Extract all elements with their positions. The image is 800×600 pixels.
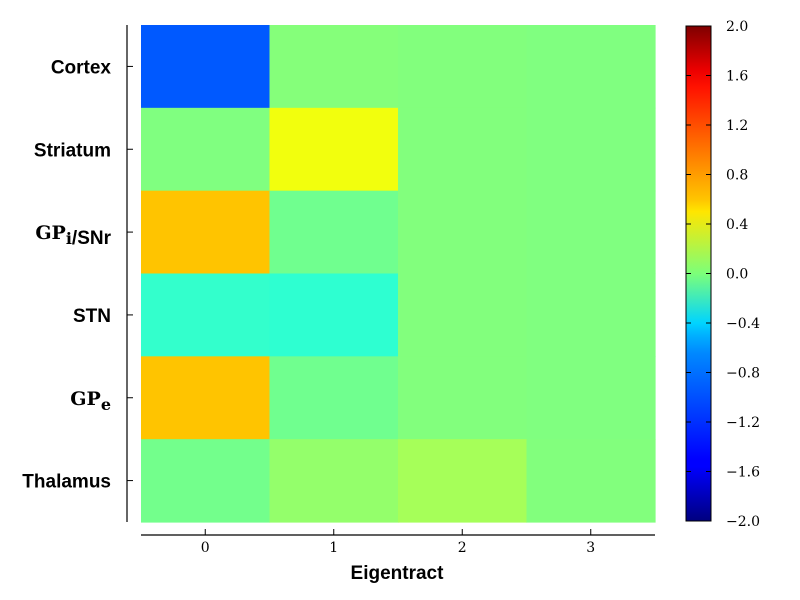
colorbar-tick-label: 0.8: [726, 168, 748, 184]
x-tick-label: 3: [586, 540, 595, 556]
heatmap-cell: [526, 356, 656, 440]
heatmap-cell: [141, 25, 271, 109]
row-label: Striatum: [34, 140, 111, 161]
heatmap-cell: [526, 25, 656, 109]
x-axis-label: Eigentract: [351, 563, 445, 584]
x-axis: [141, 529, 655, 536]
colorbar-tick-label: −1.2: [726, 415, 760, 431]
heatmap-cell: [141, 273, 271, 357]
colorbar-tick-label: −0.8: [726, 366, 760, 382]
x-tick-label: 1: [329, 540, 338, 556]
heatmap-cell: [141, 107, 271, 192]
heatmap-cell: [526, 439, 656, 523]
x-tick-label: 0: [201, 540, 210, 556]
row-label: Cortex: [51, 57, 112, 78]
row-label: STN: [73, 306, 111, 327]
heatmap-cell: [141, 356, 271, 440]
heatmap-cell: [526, 107, 656, 192]
heatmap-cell: [398, 25, 528, 109]
row-labels: Cortex Striatum GPi/SNr STN GPe Thalamus: [22, 57, 111, 492]
colorbar-tick-label: 2.0: [726, 19, 748, 35]
colorbar-tick-label: 1.6: [726, 69, 748, 85]
row-label: Thalamus: [22, 472, 111, 493]
heatmap-cell: [398, 107, 528, 192]
colorbar-tick-labels: 2.0 1.6 1.2 0.8 0.4 0.0 −0.4 −0.8 −1.2 −1.6 −2.0: [686, 19, 760, 530]
heatmap-cell: [526, 273, 656, 357]
row-label: GPi/SNr: [35, 222, 111, 249]
heatmap-cell: [526, 190, 656, 275]
heatmap-cell: [398, 190, 528, 275]
heatmap-cell: [269, 356, 399, 440]
colorbar-tick-label: 0.4: [726, 217, 748, 233]
row-label: GPe: [70, 388, 111, 414]
heatmap-cell: [398, 356, 528, 440]
heatmap-cell: [269, 190, 399, 275]
colorbar-tick-label: 1.2: [726, 118, 748, 134]
x-tick-label: 2: [458, 540, 467, 556]
heatmap-cell: [141, 190, 271, 275]
heatmap-cell: [269, 107, 399, 192]
colorbar-tick-label: −0.4: [726, 316, 760, 332]
heatmap-cell: [398, 273, 528, 357]
colorbar-tick-label: −2.0: [726, 514, 760, 530]
heatmap-cell: [398, 439, 528, 523]
heatmap-cell: [269, 439, 399, 523]
heatmap-cells: [141, 25, 656, 523]
colorbar-tick-label: 0.0: [726, 267, 748, 283]
x-tick-labels: 0 1 2 3: [201, 540, 595, 556]
colorbar-tick-label: −1.6: [726, 465, 760, 481]
y-axis: [126, 25, 133, 522]
heatmap-cell: [269, 273, 399, 357]
heatmap-cell: [269, 25, 399, 109]
heatmap-cell: [141, 439, 271, 523]
